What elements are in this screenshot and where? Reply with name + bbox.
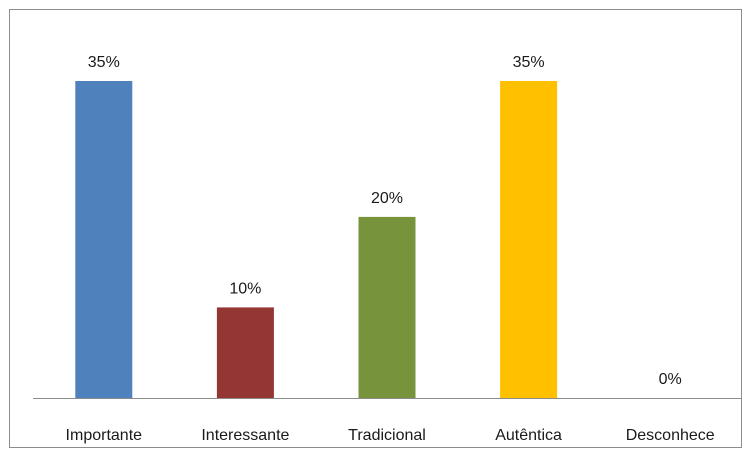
x-tick-label-autentica: Autêntica <box>495 427 562 444</box>
data-label-desconhece: 0% <box>659 371 682 388</box>
x-tick-labels-layer: Importante Interessante Tradicional Autênti… <box>66 427 715 444</box>
bar-autentica <box>500 81 558 398</box>
bar-tradicional <box>358 216 416 398</box>
data-label-importante: 35% <box>88 54 120 71</box>
bar-interessante <box>216 307 274 398</box>
x-tick-label-tradicional: Tradicional <box>348 427 426 444</box>
bar-importante <box>75 81 133 398</box>
data-labels-layer: 35% 10% 20% 35% 0% <box>88 54 682 388</box>
x-tick-label-importante: Importante <box>66 427 143 444</box>
bars-layer <box>75 81 558 398</box>
data-label-tradicional: 20% <box>371 190 403 207</box>
x-tick-label-interessante: Interessante <box>201 427 289 444</box>
data-label-interessante: 10% <box>229 280 261 297</box>
x-tick-label-desconhece: Desconhece <box>626 427 715 444</box>
data-label-autentica: 35% <box>513 54 545 71</box>
